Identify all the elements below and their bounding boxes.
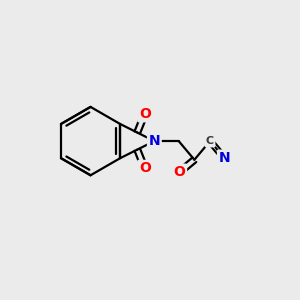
Text: N: N	[148, 134, 160, 148]
Text: O: O	[174, 165, 185, 179]
Text: C: C	[206, 136, 214, 146]
Text: O: O	[139, 161, 151, 176]
Text: N: N	[219, 151, 230, 165]
Text: O: O	[139, 107, 151, 121]
